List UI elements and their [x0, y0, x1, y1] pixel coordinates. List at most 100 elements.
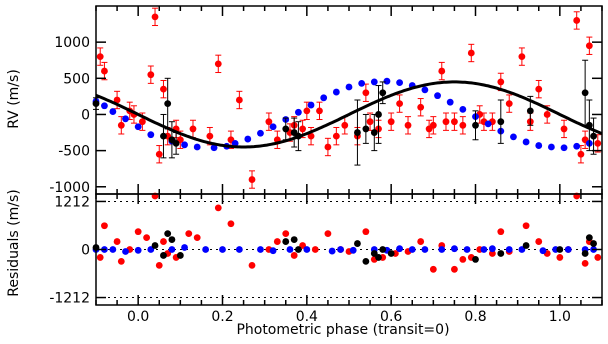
rv-point — [429, 121, 437, 129]
residuals-point — [113, 238, 121, 245]
rv-point — [375, 111, 382, 118]
x-tick-label: 0.6 — [380, 309, 402, 325]
residuals-ytick-label: -1212 — [49, 291, 90, 307]
rv-point — [358, 79, 366, 87]
residuals-point — [324, 230, 332, 238]
residuals-point — [451, 265, 458, 273]
residuals-point — [273, 238, 281, 245]
residuals-point — [421, 246, 429, 253]
rv-ytick-label: 500 — [63, 71, 90, 87]
residuals-point — [375, 254, 382, 261]
rv-point — [101, 102, 108, 110]
rv-point — [497, 78, 505, 86]
residuals-point — [248, 261, 256, 269]
residuals-point — [354, 240, 361, 247]
rv-ytick-label: -500 — [58, 144, 90, 160]
residuals-point — [160, 252, 167, 259]
rv-point — [484, 120, 492, 128]
rv-point — [109, 108, 117, 115]
rv-point — [303, 107, 311, 115]
residuals-point — [581, 259, 589, 267]
rv-point — [320, 94, 328, 102]
residuals-point — [463, 246, 471, 253]
rv-point — [193, 143, 201, 151]
residuals-point — [349, 246, 357, 254]
residuals-point — [522, 242, 530, 249]
x-tick-label: 0.0 — [127, 309, 149, 325]
residuals-point — [328, 247, 336, 255]
residuals-point — [134, 246, 142, 254]
residuals-point — [387, 250, 395, 257]
x-tick-label: 1.0 — [549, 309, 571, 325]
rv-point — [459, 121, 467, 129]
rv-point — [581, 89, 589, 97]
residuals-point — [451, 245, 458, 253]
residuals-point — [227, 220, 235, 228]
residuals-point — [488, 245, 496, 253]
residuals-point — [168, 236, 176, 243]
rv-point — [307, 101, 315, 109]
rv-point — [214, 60, 222, 68]
rv-point — [451, 118, 458, 126]
rv-point — [387, 118, 395, 126]
residuals-point — [122, 248, 129, 255]
residuals-point — [282, 238, 290, 245]
rv-point — [505, 100, 513, 108]
residuals-ytick-label: 1212 — [54, 194, 90, 210]
x-tick-label: 0.8 — [464, 309, 486, 325]
rv-point — [362, 89, 370, 97]
residuals-point — [176, 252, 184, 259]
rv-ytick-label: 1000 — [54, 35, 90, 51]
rv-point — [518, 53, 526, 61]
residuals-point — [109, 246, 117, 253]
rv-point — [265, 118, 273, 126]
rv-point — [332, 132, 340, 140]
rv-point — [332, 88, 340, 96]
rv-point — [535, 142, 543, 149]
residuals-point — [290, 236, 298, 243]
residuals-point — [539, 247, 547, 255]
rv-point — [548, 143, 555, 151]
rv-axis-label: RV (m/s) — [6, 69, 22, 129]
rv-point — [585, 42, 593, 50]
residuals-point — [117, 257, 125, 265]
rv-point — [160, 85, 167, 93]
rv-panel: -1000 -500 0 500 1000 — [49, 5, 603, 196]
rv-point — [535, 85, 543, 93]
rv-point — [299, 125, 307, 133]
residuals-point — [181, 244, 188, 251]
rv-point — [594, 139, 602, 147]
rv-point — [96, 53, 104, 61]
residuals-point — [303, 246, 311, 253]
residuals-point — [337, 246, 344, 253]
rv-model-curve — [95, 80, 603, 149]
rv-point — [160, 132, 167, 140]
rv-point — [396, 79, 403, 87]
x-tick-label: 0.4 — [296, 309, 318, 325]
residuals-point — [290, 252, 298, 259]
rv-point — [510, 133, 517, 141]
rv-point — [434, 92, 441, 100]
rv-point — [151, 13, 159, 21]
residuals-point — [269, 247, 277, 255]
rv-point — [248, 176, 256, 183]
residuals-point — [168, 246, 176, 253]
rv-point — [316, 107, 323, 115]
rv-point — [235, 96, 243, 104]
residuals-point — [219, 246, 226, 253]
rv-point — [354, 129, 361, 136]
residuals-ytick-label: 0 — [81, 243, 90, 259]
rv-point — [269, 123, 277, 131]
rv-point — [442, 118, 450, 126]
rv-point — [446, 98, 454, 106]
rv-point — [138, 118, 146, 126]
residuals-point — [497, 250, 505, 257]
rv-point — [577, 150, 585, 158]
rv-point — [155, 150, 163, 158]
residuals-point — [417, 238, 425, 245]
residuals-point — [235, 246, 243, 253]
rv-point — [370, 78, 378, 86]
rv-point — [404, 121, 412, 129]
rv-point — [189, 125, 197, 133]
